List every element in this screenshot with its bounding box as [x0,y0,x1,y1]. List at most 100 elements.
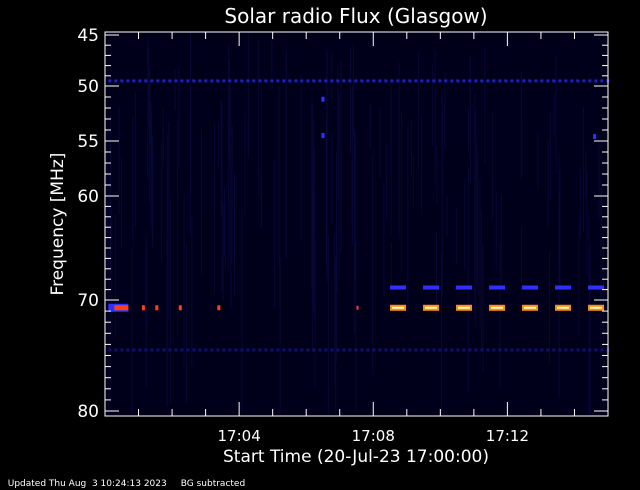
band-segment [390,348,394,352]
emission-band [108,348,610,352]
band-segment [234,348,238,352]
band-segment [486,348,490,352]
band-segment [108,79,112,83]
band-segment [324,79,328,83]
band-segment [540,79,544,83]
band-segment [294,348,298,352]
y-tick-label: 55 [77,132,99,152]
band-segment [144,348,148,352]
footer: Updated Thu Aug 3 10:24:13 2023 BG subtra… [2,468,259,490]
band-segment [336,348,340,352]
band-segment [576,79,580,83]
band-segment [558,79,562,83]
band-segment [222,348,226,352]
band-segment [348,348,352,352]
band-segment [414,348,418,352]
plot-area [105,32,608,416]
band-segment [192,348,196,352]
emission-band [390,285,605,290]
band-segment [390,285,407,290]
x-axis: 17:04 17:08 17:12 [138,32,575,445]
band-segment [264,79,268,83]
band-core [590,306,603,309]
band-segment [420,79,424,83]
band-segment [504,348,508,352]
band-segment [114,79,118,83]
band-segment [360,348,364,352]
band-segment [594,348,598,352]
band-segment [468,79,472,83]
band-segment [546,79,550,83]
band-segment [516,79,520,83]
band-segment [462,348,466,352]
band-segment [552,79,556,83]
band-segment [378,79,382,83]
band-segment [288,79,292,83]
band-segment [408,348,412,352]
band-segment [582,79,586,83]
band-segment [570,79,574,83]
band-segment [294,79,298,83]
band-segment [300,348,304,352]
band-segment [342,348,346,352]
band-segment [534,348,538,352]
band-segment [306,348,310,352]
band-segment [348,79,352,83]
band-core [392,306,405,309]
band-segment [390,79,394,83]
band-segment [444,79,448,83]
band-segment [378,348,382,352]
band-segment [330,79,334,83]
emission-bands [108,79,610,352]
band-core [524,306,537,309]
band-segment [252,79,256,83]
band-segment [168,348,172,352]
y-tick-label: 50 [77,77,99,97]
band-segment [588,348,592,352]
band-segment [210,348,214,352]
band-segment [558,348,562,352]
band-segment [192,79,196,83]
band-segment [156,348,160,352]
y-tick-label: 70 [77,291,99,311]
band-segment [564,79,568,83]
band-segment [168,79,172,83]
band-segment [204,348,208,352]
band-segment [564,348,568,352]
band-segment [492,348,496,352]
band-segment [540,348,544,352]
band-segment [456,285,473,290]
band-segment [141,305,145,311]
band-segment [462,79,466,83]
chart-title: Solar radio Flux (Glasgow) [224,4,487,28]
x-tick-label: 17:04 [218,427,261,445]
band-segment [480,348,484,352]
band-segment [270,348,274,352]
y-tick-label: 80 [77,402,99,422]
plot-frame [104,31,609,417]
band-segment [474,79,478,83]
band-segment [155,305,159,311]
band-segment [264,348,268,352]
updated-timestamp: Updated Thu Aug 3 10:24:13 2023 [7,479,167,489]
band-segment [276,79,280,83]
band-segment [402,79,406,83]
band-segment [516,348,520,352]
band-segment [408,79,412,83]
band-segment [217,305,221,311]
band-segment [138,79,142,83]
emission-blip [321,96,325,102]
spectrogram-chart: 45 50 55 60 70 80 17:04 17:08 17:12 Solar radio… [48,4,610,467]
band-segment [240,348,244,352]
band-segment [354,348,358,352]
band-segment [510,79,514,83]
band-segment [486,79,490,83]
band-segment [456,79,460,83]
x-tick-label: 17:08 [352,427,395,445]
band-segment [204,79,208,83]
band-segment [186,79,190,83]
band-segment [198,348,202,352]
band-segment [414,79,418,83]
band-segment [186,348,190,352]
band-segment [178,305,182,311]
